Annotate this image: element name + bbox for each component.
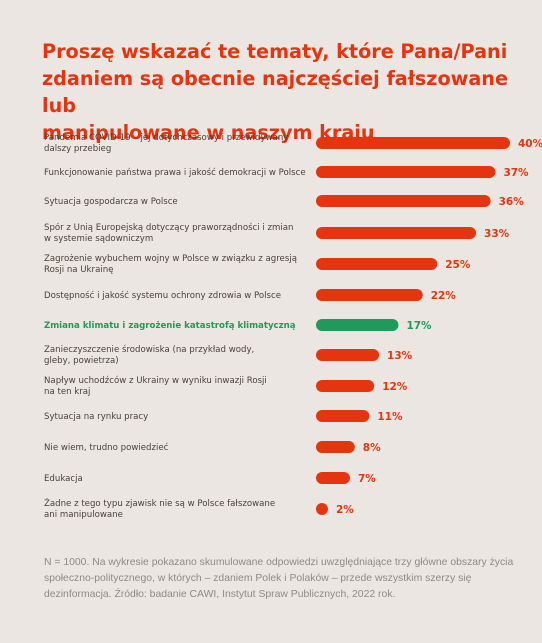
category-label: Sytuacja gospodarcza w Polsce [44, 197, 178, 207]
category-label: Napływ uchodźców z Ukrainy w wyniku inwa… [44, 375, 267, 397]
category-label: Nie wiem, trudno powiedzieć [44, 442, 169, 453]
value-label: 17% [406, 320, 432, 332]
value-label: 25% [445, 259, 471, 271]
bar [316, 137, 510, 149]
source-note: N = 1000. Na wykresie pokazano skumulowa… [44, 557, 514, 600]
bar [316, 227, 477, 239]
value-label: 12% [382, 381, 408, 393]
category-label: Funkcjonowanie państwa prawa i jakość de… [44, 167, 306, 178]
value-label: 8% [363, 442, 381, 454]
bar [316, 472, 350, 484]
value-label: 13% [387, 350, 413, 362]
category-label: Zagrożenie wybuchem wojny w Polsce w zwi… [44, 254, 297, 275]
bar [316, 349, 380, 361]
value-label: 36% [499, 196, 525, 208]
bar [316, 380, 375, 392]
chart-title: Proszę wskazać te tematy, które Pana/Pan… [42, 40, 508, 144]
value-label: 7% [358, 473, 376, 485]
bar [316, 410, 370, 422]
bar [316, 166, 496, 178]
value-label: 37% [503, 167, 529, 179]
value-label: 33% [484, 228, 510, 240]
value-label: 22% [431, 290, 457, 302]
category-label: Sytuacja na rynku pracy [44, 412, 148, 422]
category-label: Zmiana klimatu i zagrożenie katastrofą k… [44, 321, 296, 331]
bar [316, 195, 491, 207]
bar [316, 319, 399, 331]
category-label: Spór z Unią Europejską dotyczący praworz… [44, 222, 294, 244]
value-label: 40% [518, 138, 542, 150]
bar [316, 503, 328, 515]
category-label: Pandemia COVID-19 – jej dotychczasowy i … [44, 133, 288, 154]
category-label: Żadne z tego typu zjawisk nie są w Polsc… [44, 498, 275, 520]
bar [316, 441, 355, 453]
category-label: Edukacja [44, 474, 83, 484]
bar [316, 258, 438, 270]
category-label: Zanieczyszczenie środowiska (na przykład… [44, 344, 254, 366]
bar [316, 289, 423, 301]
value-label: 2% [336, 504, 354, 516]
category-label: Dostępność i jakość systemu ochrony zdro… [44, 290, 281, 301]
value-label: 11% [377, 411, 403, 423]
